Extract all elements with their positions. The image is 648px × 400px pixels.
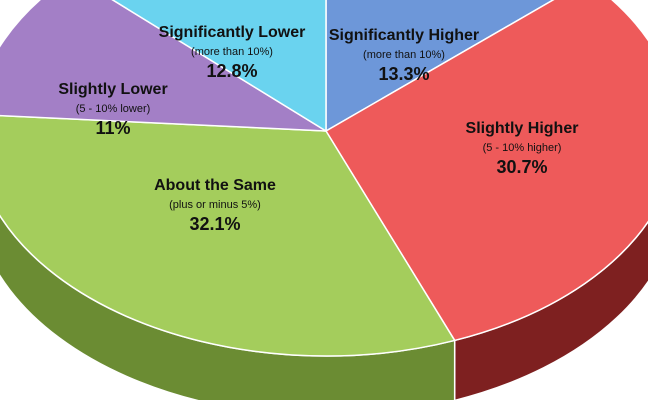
pie-slice-significantly-lower <box>111 0 327 132</box>
slice-label-significantly-lower: Significantly Lower (more than 10%) 12.8% <box>159 24 306 81</box>
pie-side-slightly-higher <box>453 220 648 400</box>
slice-name: About the Same <box>154 177 276 194</box>
slice-note: (more than 10%) <box>363 49 445 61</box>
slice-value: 30.7% <box>496 157 547 177</box>
pie-labels: Significantly Higher (more than 10%) 13.3%… <box>58 24 578 234</box>
pie-slice-slightly-higher <box>325 0 648 342</box>
slice-label-slightly-lower: Slightly Lower (5 - 10% lower) 11% <box>58 81 167 138</box>
slice-name: Slightly Higher <box>466 120 579 137</box>
slice-value: 13.3% <box>378 64 429 84</box>
pie-tops <box>0 0 648 357</box>
slice-name: Slightly Lower <box>58 81 167 98</box>
slice-value: 12.8% <box>206 61 257 81</box>
slice-label-significantly-higher: Significantly Higher (more than 10%) 13.3% <box>329 27 479 84</box>
slice-label-slightly-higher: Slightly Higher (5 - 10% higher) 30.7% <box>466 120 579 177</box>
slice-label-about-the-same: About the Same (plus or minus 5%) 32.1% <box>154 177 276 234</box>
pie-slice-about-the-same <box>0 114 456 357</box>
slice-name: Significantly Higher <box>329 27 479 44</box>
slice-value: 32.1% <box>189 214 240 234</box>
slice-note: (5 - 10% higher) <box>483 142 562 154</box>
slice-note: (more than 10%) <box>191 46 273 58</box>
slice-note: (plus or minus 5%) <box>169 199 261 211</box>
slice-note: (5 - 10% lower) <box>76 103 151 115</box>
slice-name: Significantly Lower <box>159 24 306 41</box>
slice-value: 11% <box>95 118 130 138</box>
pie-slice-slightly-lower <box>0 0 327 132</box>
